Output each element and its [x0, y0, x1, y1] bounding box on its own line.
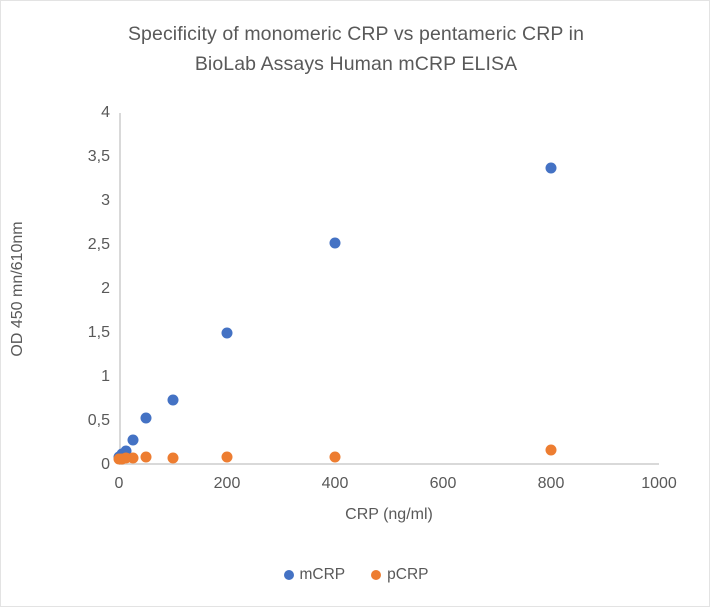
chart-title-line-2: BioLab Assays Human mCRP ELISA — [194, 53, 518, 75]
x-axis-title: CRP (ng/ml) — [345, 506, 433, 523]
y-tick-label: 4 — [101, 104, 110, 121]
x-axis-line — [119, 463, 659, 465]
data-point-mcrp — [167, 394, 179, 406]
data-point-pcrp — [221, 451, 233, 463]
plot-area: 0 0,5 1 1,5 2 2,5 3 3,5 4 0 200 400 600 800 1000 — [88, 104, 677, 492]
y-tick-label: 0 — [101, 456, 110, 473]
chart-title: Specificity of monomeric CRP vs pentamer… — [56, 19, 656, 79]
legend-marker-icon — [283, 570, 294, 580]
y-axis-line — [119, 113, 121, 465]
x-tick-label: 1000 — [641, 475, 677, 492]
data-point-mcrp — [127, 434, 138, 446]
data-point-mcrp — [140, 412, 152, 424]
y-tick-label: 3 — [101, 192, 110, 209]
y-tick-label: 2 — [101, 280, 110, 297]
legend-item-label: pCRP — [387, 566, 429, 583]
data-point-pcrp — [329, 451, 341, 463]
x-tick-label: 0 — [114, 475, 124, 492]
chart-title-line-1: Specificity of monomeric CRP vs pentamer… — [127, 23, 585, 45]
legend-item-label: mCRP — [299, 566, 346, 583]
x-tick-label: 800 — [537, 475, 565, 492]
data-point-mcrp — [545, 162, 557, 174]
y-tick-label: 3,5 — [87, 148, 110, 165]
y-tick-label: 0,5 — [87, 412, 110, 429]
legend-item-pcrp[interactable]: pCRP — [371, 566, 429, 584]
legend-item-mcrp[interactable]: mCRP — [283, 566, 346, 584]
data-point-pcrp — [140, 451, 152, 463]
y-tick-label: 1,5 — [87, 324, 110, 341]
data-point-mcrp — [329, 237, 341, 249]
data-point-pcrp — [167, 452, 179, 464]
y-tick-label: 2,5 — [87, 236, 110, 253]
legend-marker-icon — [371, 570, 382, 580]
x-tick-label: 200 — [213, 475, 241, 492]
x-tick-label: 400 — [321, 475, 349, 492]
y-axis-title: OD 450 mn/610nm — [9, 221, 26, 357]
chart-legend: mCRP pCRP — [1, 566, 709, 584]
data-point-pcrp — [120, 452, 132, 464]
y-tick-label: 1 — [101, 368, 110, 385]
data-point-pcrp — [545, 444, 557, 456]
data-point-mcrp — [221, 327, 233, 339]
data-point-mcrp — [120, 445, 132, 457]
data-point-pcrp — [127, 452, 138, 464]
x-tick-label: 600 — [429, 475, 457, 492]
